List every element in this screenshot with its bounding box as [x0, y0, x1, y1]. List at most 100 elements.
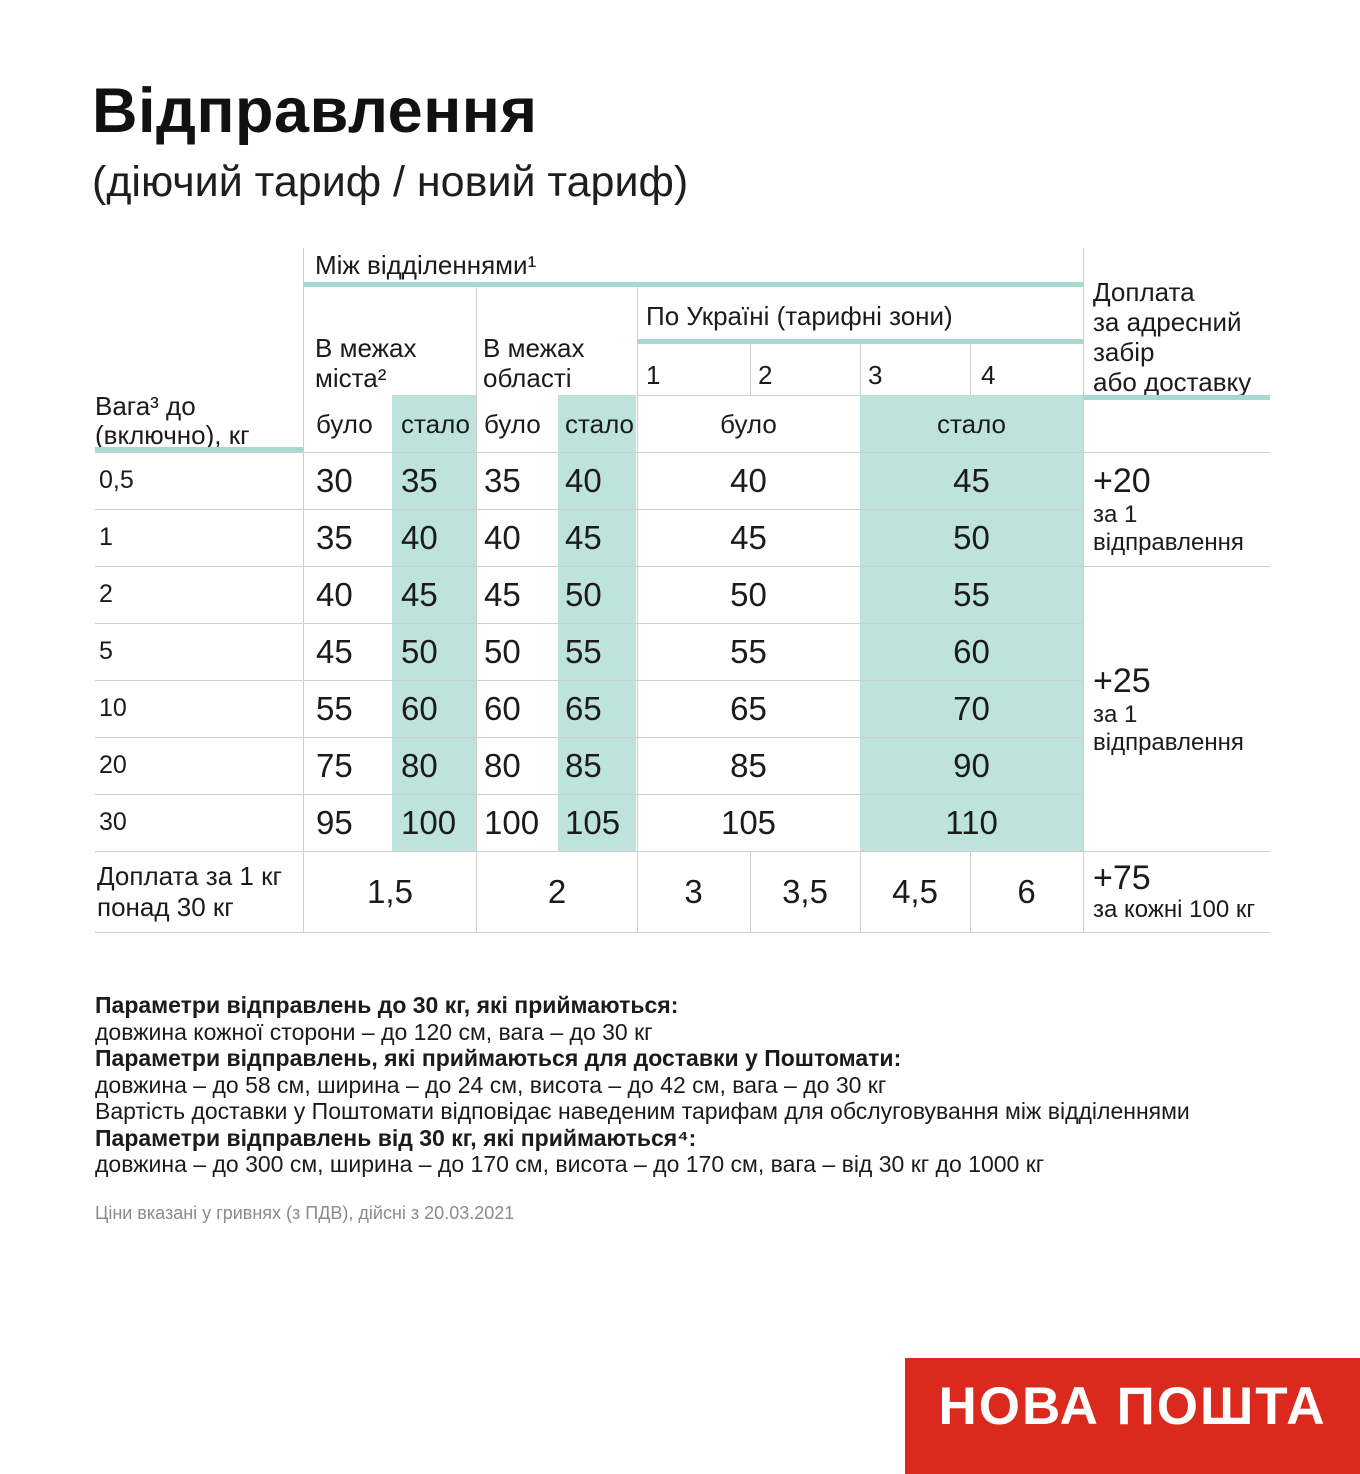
grid-vline — [970, 851, 971, 932]
price-cell-city-now: 45 — [401, 575, 438, 613]
price-cell-ukraine-now: 55 — [953, 575, 990, 613]
teal-separator — [637, 339, 1083, 344]
price-cell-ukraine-was: 45 — [730, 518, 767, 556]
zone-label-2: 2 — [758, 360, 773, 390]
surcharge-cell-heavy: +25 за 1 відправлення — [1093, 566, 1273, 851]
grid-hline — [95, 566, 1270, 567]
price-cell-ukraine-was: 50 — [730, 575, 767, 613]
price-cell-region-was: 100 — [484, 803, 540, 841]
note-text: довжина кожної сторони – до 120 см, вага… — [95, 1018, 653, 1045]
price-cell-ukraine-was: 85 — [730, 746, 767, 784]
price-cell-region-now: 105 — [565, 803, 621, 841]
surcharge-note: за кожні 100 кг — [1093, 895, 1256, 923]
weight-cell: 20 — [99, 751, 127, 779]
grid-hline — [95, 623, 1083, 624]
price-cell-region-now: 55 — [565, 632, 602, 670]
surcharge-amount: +75 — [1093, 858, 1151, 897]
grid-vline — [970, 344, 971, 395]
price-cell-region-now: 40 — [565, 461, 602, 499]
teal-separator — [1083, 395, 1270, 400]
weight-cell: 1 — [99, 523, 113, 551]
surcharge-amount: +25 — [1093, 661, 1151, 700]
price-cell-region-was: 60 — [484, 689, 521, 727]
price-cell-city-now: 60 — [401, 689, 438, 727]
surcharge-note: за 1 відправлення — [1093, 501, 1244, 556]
zone-label-3: 3 — [868, 360, 883, 390]
over30-zone4: 6 — [1017, 872, 1036, 910]
header-between-branches: Між відділеннями¹ — [315, 250, 537, 280]
surcharge-cell-light: +20 за 1 відправлення — [1093, 452, 1273, 566]
weight-cell: 2 — [99, 580, 113, 608]
price-cell-city-now: 80 — [401, 746, 438, 784]
note-heading: Параметри відправлень від 30 кг, які при… — [95, 1124, 697, 1151]
price-cell-ukraine-now: 50 — [953, 518, 990, 556]
grid-vline — [1083, 248, 1084, 932]
logo-text: НОВА ПОШТА — [938, 1377, 1327, 1436]
header-within-city: В межах міста² — [315, 333, 417, 393]
price-cell-city-now: 40 — [401, 518, 438, 556]
over30-label: Доплата за 1 кг понад 30 кг — [97, 860, 282, 922]
price-cell-region-was: 40 — [484, 518, 521, 556]
price-cell-city-now: 35 — [401, 461, 438, 499]
price-cell-region-now: 45 — [565, 518, 602, 556]
nova-poshta-logo: НОВА ПОШТА — [905, 1358, 1360, 1474]
note-heading: Параметри відправлень, які приймаються д… — [95, 1045, 902, 1071]
price-cell-region-now: 50 — [565, 575, 602, 613]
price-cell-region-was: 50 — [484, 632, 521, 670]
over30-zone3: 4,5 — [892, 872, 938, 910]
over30-city: 1,5 — [367, 872, 413, 910]
price-cell-region-now: 85 — [565, 746, 602, 784]
grid-hline — [95, 452, 1270, 453]
over30-zone2: 3,5 — [782, 872, 828, 910]
header-weight: Вага³ до (включно), кг — [95, 391, 250, 450]
grid-hline — [637, 395, 860, 396]
header-within-region: В межах області — [483, 333, 585, 393]
page-title: Відправлення — [92, 76, 538, 146]
weight-cell: 0,5 — [99, 466, 134, 494]
price-cell-city-was: 35 — [316, 518, 353, 556]
price-cell-city-was: 95 — [316, 803, 353, 841]
header-surcharge: Доплата за адресний забір або доставку — [1093, 277, 1252, 397]
grid-hline — [95, 509, 1083, 510]
price-cell-ukraine-now: 60 — [953, 632, 990, 670]
price-cell-ukraine-now: 90 — [953, 746, 990, 784]
over30-zone1: 3 — [684, 872, 703, 910]
teal-separator — [303, 282, 1083, 287]
price-cell-ukraine-was: 65 — [730, 689, 767, 727]
grid-vline — [303, 248, 304, 932]
price-cell-ukraine-now: 45 — [953, 461, 990, 499]
weight-cell: 30 — [99, 808, 127, 836]
grid-vline — [860, 344, 861, 395]
price-cell-city-was: 55 — [316, 689, 353, 727]
grid-vline — [476, 287, 477, 932]
price-cell-ukraine-was: 55 — [730, 632, 767, 670]
surcharge-amount: +20 — [1093, 462, 1151, 500]
price-cell-city-now: 50 — [401, 632, 438, 670]
price-cell-region-now: 65 — [565, 689, 602, 727]
notes-block: Параметри відправлень до 30 кг, які прий… — [95, 992, 1295, 1178]
price-cell-region-was: 80 — [484, 746, 521, 784]
subheader-city-was: було — [316, 408, 373, 439]
grid-vline — [860, 851, 861, 932]
weight-cell: 5 — [99, 637, 113, 665]
note-text: довжина – до 300 см, ширина – до 170 см,… — [95, 1151, 1045, 1177]
note-text: Вартість доставки у Поштомати відповідає… — [95, 1098, 1190, 1124]
grid-hline — [95, 932, 1270, 933]
fine-print: Ціни вказані у гривнях (з ПДВ), дійсні з… — [95, 1203, 515, 1223]
subheader-region-now: стало — [565, 408, 634, 439]
teal-separator — [95, 447, 303, 452]
price-cell-ukraine-was: 105 — [720, 803, 777, 841]
subheader-ukraine-now: стало — [937, 408, 1006, 439]
subheader-region-was: було — [484, 408, 541, 439]
price-cell-region-was: 35 — [484, 461, 521, 499]
price-cell-ukraine-now: 70 — [953, 689, 990, 727]
subheader-city-now: стало — [401, 408, 470, 439]
grid-hline — [95, 737, 1083, 738]
grid-hline — [95, 680, 1083, 681]
zone-label-4: 4 — [981, 360, 996, 390]
surcharge-cell-over30: +75 за кожні 100 кг — [1093, 851, 1273, 932]
grid-vline — [750, 851, 751, 932]
price-cell-city-was: 45 — [316, 632, 353, 670]
grid-vline — [750, 344, 751, 395]
